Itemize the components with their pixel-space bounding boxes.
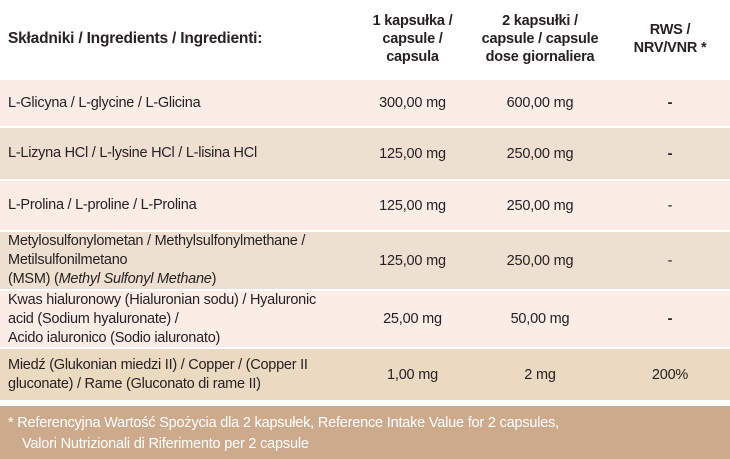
per-2-capsules-value: 50,00 mg bbox=[510, 311, 570, 327]
table-row: Metylosulfonylometan / Methylsulfonylmet… bbox=[0, 232, 730, 289]
header-line: capsule / capsule bbox=[481, 31, 599, 47]
ingredient-name: L-Lizyna HCl / L-lysine HCl / L-lisina H… bbox=[8, 145, 257, 161]
table-row: L-Lizyna HCl / L-lysine HCl / L-lisina H… bbox=[0, 128, 730, 179]
table-rows: L-Glicyna / L-glycine / L-Glicina 300,00 … bbox=[0, 80, 730, 400]
per-2-capsules-value: 250,00 mg bbox=[506, 145, 574, 162]
per-1-capsule-value: 125,00 mg bbox=[379, 252, 446, 269]
header-ingredients: Składniki / Ingredients / Ingredienti: bbox=[8, 30, 263, 47]
header-line: 2 kapsułki / bbox=[502, 13, 578, 29]
per-2-capsules-value: 600,00 mg bbox=[506, 95, 574, 111]
footnote-line: * Referencyjna Wartość Spożycia dla 2 ka… bbox=[8, 415, 560, 431]
rws-value: - bbox=[667, 197, 673, 214]
per-1-capsule-value: 1,00 mg bbox=[387, 366, 438, 383]
ingredient-name: Kwas hialuronowy (Hialuronian sodu) / Hy… bbox=[8, 291, 316, 346]
header-per-1-capsule: 1 kapsułka / capsule / capsula bbox=[355, 12, 470, 66]
rws-value: - bbox=[667, 252, 673, 269]
ingredient-name: Metylosulfonylometan / Methylsulfonylmet… bbox=[8, 233, 306, 287]
ingredient-name: L-Prolina / L-proline / L-Prolina bbox=[8, 197, 197, 213]
header-rws-nrv: RWS / NRV/VNR * bbox=[610, 21, 730, 57]
per-1-capsule-value: 300,00 mg bbox=[379, 95, 446, 111]
table-row: Kwas hialuronowy (Hialuronian sodu) / Hy… bbox=[0, 291, 730, 347]
ingredient-name: Miedź (Glukonian miedzi II) / Copper / (… bbox=[8, 356, 308, 392]
per-1-capsule-value: 125,00 mg bbox=[379, 197, 446, 214]
rws-value: 200% bbox=[651, 366, 689, 383]
per-2-capsules-value: 250,00 mg bbox=[506, 197, 574, 214]
per-2-capsules-value: 2 mg bbox=[524, 366, 556, 383]
table-row: L-Glicyna / L-glycine / L-Glicina 300,00 … bbox=[0, 80, 730, 126]
header-line: capsule / capsula bbox=[382, 31, 443, 65]
header-line: RWS / bbox=[649, 22, 691, 38]
rws-value: - bbox=[667, 95, 673, 111]
footnote-line: Valori Nutrizionali di Riferimento per 2… bbox=[22, 436, 309, 452]
per-1-capsule-value: 125,00 mg bbox=[379, 145, 446, 162]
header-line: 1 kapsułka / bbox=[372, 13, 453, 29]
rws-value: - bbox=[667, 145, 673, 162]
table-header-row: Składniki / Ingredients / Ingredienti: 1… bbox=[0, 0, 730, 78]
table-row: L-Prolina / L-proline / L-Prolina 125,00 … bbox=[0, 181, 730, 230]
ingredient-name: L-Glicyna / L-glycine / L-Glicina bbox=[8, 94, 201, 111]
header-line: NRV/VNR * bbox=[633, 40, 707, 56]
footnote: * Referencyjna Wartość Spożycia dla 2 ka… bbox=[0, 406, 730, 459]
header-per-2-capsules: 2 kapsułki / capsule / capsule dose giorna… bbox=[470, 12, 610, 66]
rws-value: - bbox=[667, 311, 673, 327]
header-line: dose giornaliera bbox=[485, 49, 595, 65]
table-row: Miedź (Glukonian miedzi II) / Copper / (… bbox=[0, 349, 730, 400]
per-2-capsules-value: 250,00 mg bbox=[506, 252, 574, 269]
per-1-capsule-value: 25,00 mg bbox=[383, 311, 442, 327]
